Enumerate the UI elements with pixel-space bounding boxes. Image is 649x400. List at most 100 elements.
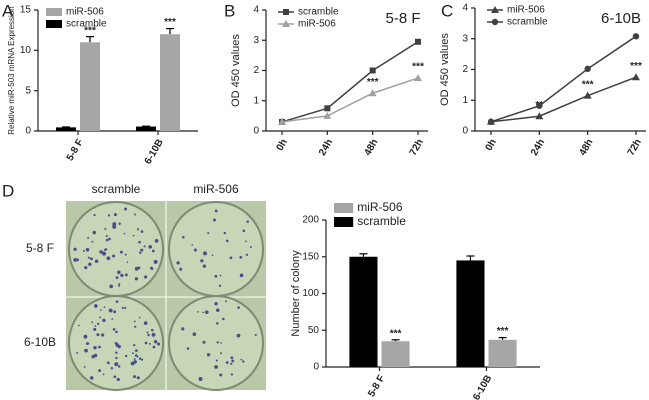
colony bbox=[254, 333, 257, 336]
legend-swatch bbox=[46, 8, 62, 16]
colony bbox=[192, 332, 197, 336]
y-tick-label: 3 bbox=[462, 33, 468, 44]
y-axis-label: OD 450 values bbox=[439, 33, 451, 106]
legend-label: miR-506 bbox=[507, 5, 545, 16]
colony bbox=[120, 273, 124, 277]
colony bbox=[147, 333, 150, 337]
colony bbox=[92, 230, 96, 235]
legend-label: miR-506 bbox=[357, 200, 403, 214]
colony bbox=[151, 267, 154, 270]
colony bbox=[196, 311, 199, 313]
marker bbox=[415, 38, 421, 45]
colony bbox=[218, 284, 222, 287]
colony bbox=[143, 245, 146, 248]
colony bbox=[102, 373, 105, 376]
y-tick-label: 3 bbox=[253, 35, 259, 46]
legend-label: scramble bbox=[357, 214, 406, 228]
colony bbox=[100, 333, 105, 337]
colony bbox=[93, 214, 96, 217]
colony bbox=[84, 266, 88, 270]
colony bbox=[137, 266, 141, 270]
x-tick-label: 24h bbox=[317, 137, 335, 157]
colony bbox=[242, 229, 246, 233]
colony bbox=[186, 347, 190, 350]
colony bbox=[138, 357, 142, 360]
significance: *** bbox=[412, 62, 424, 73]
colony bbox=[214, 209, 218, 213]
y-axis-label: Number of colony bbox=[290, 250, 302, 337]
plate bbox=[168, 295, 264, 391]
colony bbox=[119, 250, 123, 254]
y-tick-label: 5 bbox=[25, 85, 31, 96]
x-tick-label: 5-8 F bbox=[65, 137, 86, 163]
bar bbox=[136, 126, 156, 131]
colony bbox=[223, 231, 226, 235]
y-tick-label: 2 bbox=[253, 65, 259, 76]
y-tick-label: 0 bbox=[253, 126, 259, 137]
colony bbox=[138, 240, 141, 244]
colony bbox=[110, 367, 114, 370]
bar bbox=[488, 339, 517, 367]
colony bbox=[239, 273, 244, 278]
colony bbox=[198, 376, 203, 381]
colony bbox=[117, 270, 121, 274]
colony bbox=[88, 262, 92, 266]
colony bbox=[205, 310, 209, 314]
colony bbox=[216, 322, 219, 325]
colony bbox=[99, 250, 103, 254]
colony bbox=[123, 232, 126, 235]
y-tick-label: 0 bbox=[313, 362, 319, 373]
legend-swatch bbox=[46, 20, 62, 28]
colony bbox=[115, 351, 118, 354]
colony bbox=[154, 238, 159, 243]
colony bbox=[124, 253, 127, 256]
colony bbox=[212, 218, 216, 222]
colony bbox=[140, 230, 144, 233]
colony bbox=[112, 222, 117, 226]
colony bbox=[229, 256, 233, 260]
x-tick-label: 5-8 F bbox=[366, 373, 387, 399]
colony bbox=[112, 327, 116, 331]
colony bbox=[73, 258, 78, 262]
colony bbox=[102, 251, 106, 256]
legend-label: miR-506 bbox=[298, 19, 336, 30]
significance: *** bbox=[84, 25, 96, 36]
bar bbox=[80, 42, 100, 132]
marker bbox=[368, 89, 377, 97]
x-tick-label: 6-10B bbox=[143, 137, 166, 166]
colony bbox=[216, 308, 220, 312]
colony bbox=[93, 304, 98, 308]
colony bbox=[230, 373, 234, 376]
colony bbox=[91, 240, 94, 243]
marker bbox=[584, 65, 591, 73]
colony bbox=[239, 255, 243, 259]
x-tick-label: 6-10B bbox=[471, 373, 494, 400]
y-tick-label: 10 bbox=[20, 45, 32, 56]
bar bbox=[160, 34, 180, 132]
colony bbox=[112, 254, 116, 258]
colony bbox=[124, 207, 128, 211]
colony bbox=[237, 306, 240, 309]
x-tick-label: 48h bbox=[362, 137, 380, 157]
colony bbox=[118, 284, 121, 287]
significance: *** bbox=[390, 328, 402, 339]
colony bbox=[225, 361, 229, 364]
y-axis-label: Relative miR-503 mRNA Expression bbox=[7, 6, 16, 135]
colony bbox=[193, 248, 197, 252]
colony bbox=[84, 348, 88, 353]
colony bbox=[182, 235, 185, 239]
colony bbox=[242, 360, 245, 363]
legend-label: scramble bbox=[507, 17, 548, 28]
colony bbox=[115, 356, 118, 360]
legend-marker bbox=[491, 6, 499, 13]
colony bbox=[245, 240, 247, 243]
colony bbox=[114, 362, 119, 367]
legend-marker bbox=[283, 9, 289, 15]
colony bbox=[202, 311, 204, 314]
colony bbox=[141, 358, 144, 361]
colony bbox=[106, 361, 110, 365]
colony bbox=[225, 239, 229, 243]
colony bbox=[115, 276, 119, 280]
marker bbox=[583, 91, 592, 99]
y-tick-label: 4 bbox=[462, 3, 468, 14]
